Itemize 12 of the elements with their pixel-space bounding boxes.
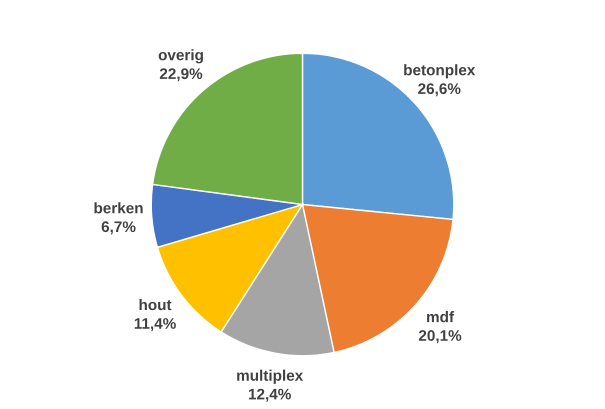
data-label: 26,6%: [418, 83, 461, 96]
data-label: 11,4%: [134, 318, 176, 332]
slice-label: betonplex: [404, 64, 476, 78]
slice-label: berken: [94, 202, 143, 214]
slice-label: overig: [158, 49, 203, 64]
slice-label: hout: [140, 298, 172, 310]
data-label: 20,1%: [418, 330, 462, 344]
data-label: 6,7%: [102, 221, 136, 234]
slice-label: multiplex: [237, 370, 304, 384]
slice-label: mdf: [427, 311, 454, 322]
data-label: 12,4%: [248, 388, 291, 402]
data-label: 22,9%: [160, 68, 202, 82]
